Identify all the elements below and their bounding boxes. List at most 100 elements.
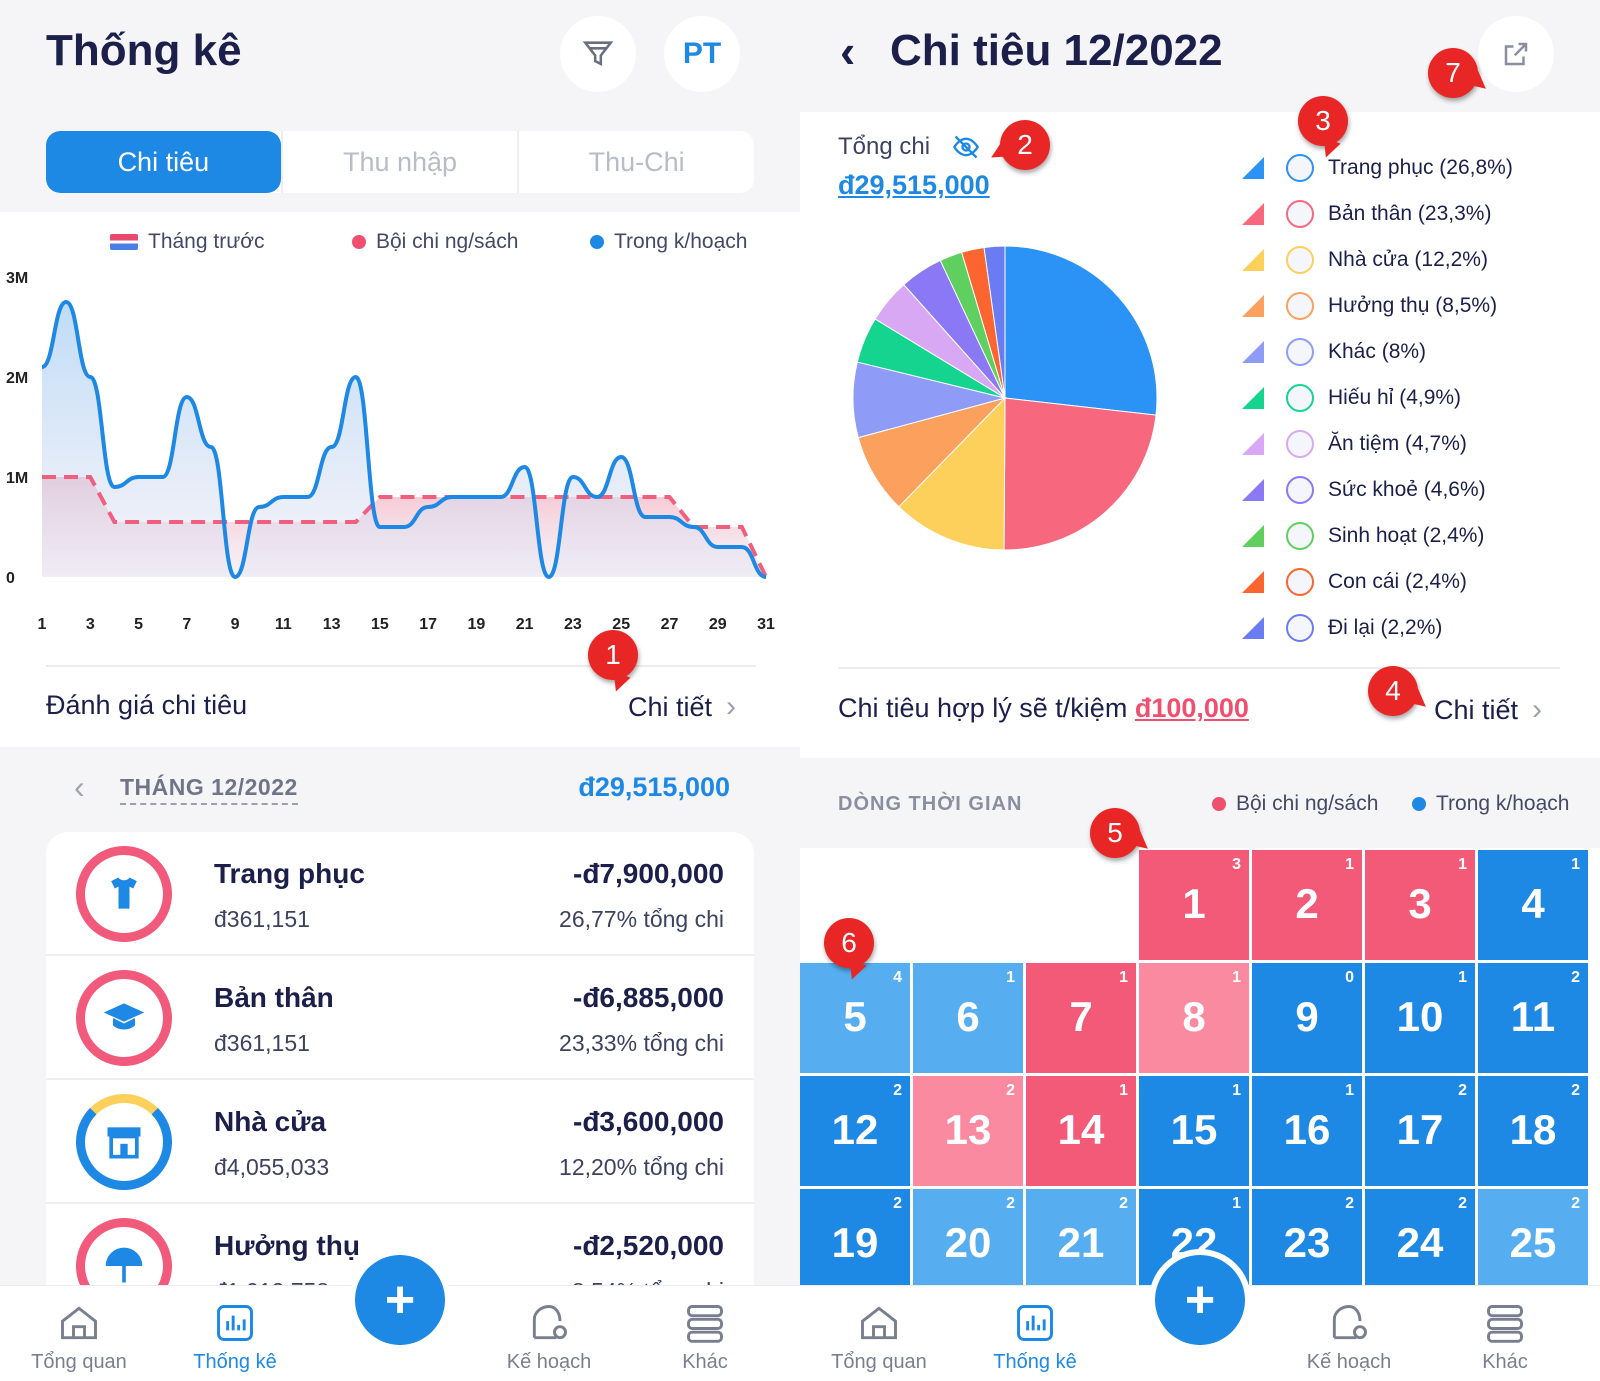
x-tick-label: 31 [757,616,775,633]
y-tick-label: 3M [6,270,28,287]
x-tick-label: 19 [468,616,486,633]
piggy-bank-icon [532,1305,567,1340]
tab-income-expense[interactable]: Thu-Chi [517,131,754,193]
list-item[interactable]: Hưởng thụ đ1,012,758 -đ2,520,000 8,54% t… [46,1204,754,1292]
list-item[interactable]: Bản thân đ361,151 -đ6,885,000 23,33% tổn… [46,956,754,1080]
category-icon [1286,338,1314,366]
transaction-count: 1 [1006,969,1015,986]
nav-statistics[interactable]: Thống kê [160,1286,310,1381]
category-ring [76,846,172,942]
tab-expense[interactable]: Chi tiêu [46,131,281,193]
legend-item[interactable]: Ăn tiệm (4,7%) [1242,421,1582,467]
pie-slice[interactable] [1004,245,1158,416]
divider [838,667,1560,669]
calendar-day-cell[interactable]: 19 2 [800,1189,912,1301]
legend-item[interactable]: Hiếu hỉ (4,9%) [1242,375,1582,421]
nav-plan[interactable]: Kế hoạch [474,1286,624,1381]
add-transaction-button[interactable]: + [1155,1255,1245,1345]
calendar-day-cell[interactable]: 10 1 [1365,963,1477,1075]
add-transaction-button[interactable]: + [355,1255,445,1345]
stack-icon [687,1305,723,1343]
avatar-initials: PT [682,37,722,70]
day-number: 6 [956,993,980,1040]
pie-slice[interactable] [898,396,1006,551]
legend-item[interactable]: Sinh hoạt (2,4%) [1242,513,1582,559]
nav-plan[interactable]: Kế hoạch [1274,1286,1424,1381]
list-item[interactable]: Nhà cửa đ4,055,033 -đ3,600,000 12,20% tổ… [46,1080,754,1204]
nav-overview[interactable]: Tổng quan [804,1286,954,1381]
calendar-day-cell[interactable]: 20 2 [913,1189,1025,1301]
legend-over-budget-label: Bội chi ng/sách [1236,792,1379,815]
calendar-day-cell[interactable]: 25 2 [1478,1189,1590,1301]
nav-statistics[interactable]: Thống kê [960,1286,1110,1381]
calendar-day-cell[interactable]: 18 2 [1478,1076,1590,1188]
timeline-header: DÒNG THỜI GIAN Bội chi ng/sách Trong k/h… [800,758,1600,848]
category-ring [76,1218,172,1292]
legend-item[interactable]: Con cái (2,4%) [1242,559,1582,605]
calendar-day-cell[interactable]: 17 2 [1365,1076,1477,1188]
savings-detail-link[interactable]: Chi tiết › [1434,693,1542,727]
legend-item[interactable]: Sức khoẻ (4,6%) [1242,467,1582,513]
month-label[interactable]: THÁNG 12/2022 [120,774,298,805]
day-number: 21 [1057,1219,1105,1266]
savings-text: Chi tiêu hợp lý sẽ t/kiệm [838,693,1135,723]
calendar-day-cell[interactable]: 16 1 [1252,1076,1364,1188]
back-icon[interactable]: ‹ [840,25,856,77]
marker-4: 4 [1368,666,1418,716]
legend-item[interactable]: Trang phục (26,8%) [1242,145,1582,191]
list-item[interactable]: Trang phục đ361,151 -đ7,900,000 26,77% t… [46,832,754,956]
legend-item[interactable]: Khác (8%) [1242,329,1582,375]
in-plan-dot [1412,797,1426,811]
legend-item[interactable]: Nhà cửa (12,2%) [1242,237,1582,283]
calendar-day-cell[interactable]: 14 1 [1026,1076,1138,1188]
calendar-day-cell[interactable]: 21 2 [1026,1189,1138,1301]
nav-more[interactable]: Khác [1430,1286,1580,1381]
category-pie-chart[interactable] [845,238,1165,558]
calendar-day-cell[interactable]: 24 2 [1365,1189,1477,1301]
transaction-count: 1 [1458,856,1467,873]
chevron-left-icon[interactable]: ‹ [74,769,85,805]
transaction-count: 1 [1119,969,1128,986]
transaction-count: 2 [1345,1195,1354,1212]
legend-item[interactable]: Hưởng thụ (8,5%) [1242,283,1582,329]
evaluation-detail-link[interactable]: Chi tiết › [628,690,736,724]
eye-off-icon[interactable] [950,133,982,161]
x-tick-label: 23 [564,616,582,633]
pie-slice[interactable] [983,245,1006,399]
calendar-day-cell[interactable]: 13 2 [913,1076,1025,1188]
nav-label: Khác [682,1351,728,1373]
legend-item[interactable]: Đi lại (2,2%) [1242,605,1582,651]
calendar-day-cell[interactable]: 23 2 [1252,1189,1364,1301]
legend-label: Con cái (2,4%) [1328,570,1467,593]
tab-income[interactable]: Thu nhập [280,131,518,193]
calendar-day-cell[interactable]: 11 2 [1478,963,1590,1075]
calendar-day-cell[interactable]: 12 2 [800,1076,912,1188]
legend-over-budget: Bội chi ng/sách [352,230,518,254]
filter-icon [582,41,614,66]
filter-button[interactable] [560,16,636,92]
calendar-day-cell[interactable]: 15 1 [1139,1076,1251,1188]
chevron-right-icon: › [726,690,737,723]
category-percent: 12,20% tổng chi [559,1154,724,1180]
legend-swatch [1242,203,1264,225]
legend-item[interactable]: Bản thân (23,3%) [1242,191,1582,237]
nav-more[interactable]: Khác [630,1286,780,1381]
transaction-count: 1 [1345,1082,1354,1099]
legend-swatch [1242,433,1264,455]
nav-overview[interactable]: Tổng quan [4,1286,154,1381]
share-button[interactable] [1478,16,1554,92]
pie-slice[interactable] [1003,397,1157,551]
avatar[interactable]: PT [664,16,740,92]
category-budget: đ361,151 [214,1030,310,1056]
month-total: đ29,515,000 [578,772,730,802]
